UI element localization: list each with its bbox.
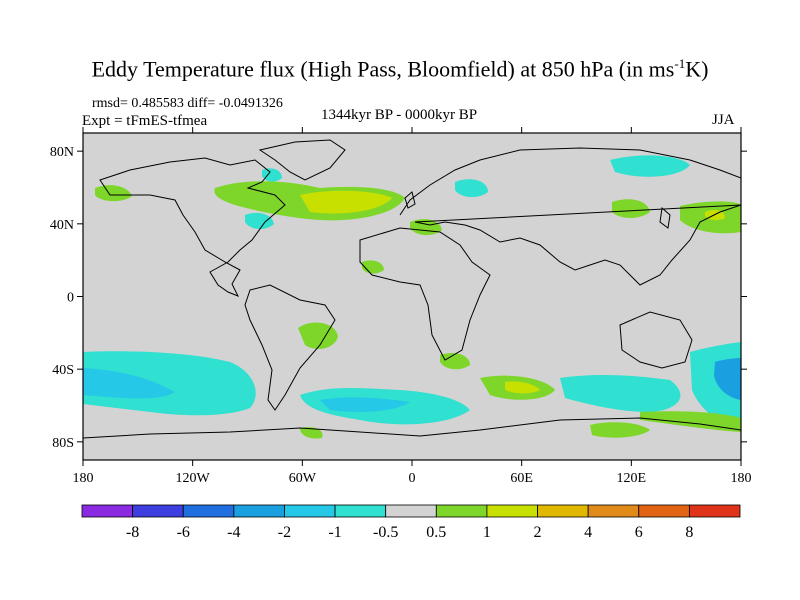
- lat-tick-label-0: 80N: [50, 145, 74, 160]
- field-indian-ocean: [560, 374, 681, 412]
- lon-tick-label-5: 120E: [617, 471, 647, 486]
- lon-tick-label-3: 0: [409, 471, 416, 486]
- colorbar-swatch-1: [132, 504, 184, 518]
- colorbar-swatch-12: [688, 504, 741, 518]
- title-main: Eddy Temperature flux (High Pass, Bloomf…: [91, 56, 675, 82]
- field-siberia-cyan: [610, 155, 690, 177]
- field-south-pacific-deep: [83, 368, 175, 399]
- colorbar-level-2: -4: [227, 524, 240, 541]
- field-antarctic-green-3: [640, 411, 741, 432]
- field-scandinavia-cyan: [455, 179, 488, 198]
- lon-tick-label-1: 120W: [176, 471, 211, 486]
- colorbar-swatch-2: [182, 504, 235, 518]
- field-south-pacific: [83, 351, 256, 416]
- field-sa-green: [298, 322, 338, 349]
- field-na-yellow: [300, 190, 392, 214]
- colorbar-swatch-10: [587, 504, 640, 518]
- colorbar-level-5: -0.5: [373, 524, 398, 541]
- chart-title: Eddy Temperature flux (High Pass, Bloomf…: [0, 56, 800, 82]
- field-south-atlantic-deep: [320, 397, 410, 412]
- anomaly-fields: [83, 155, 741, 439]
- colorbar-level-7: 1: [483, 524, 491, 541]
- colorbar-swatch-4: [284, 504, 336, 518]
- colorbar-level-4: -1: [328, 524, 341, 541]
- colorbar-swatch-0: [81, 504, 134, 518]
- field-indian-yellow: [505, 381, 540, 394]
- colorbar-swatch-5: [334, 504, 387, 518]
- field-asia-green: [612, 199, 650, 218]
- colorbar-level-6: 0.5: [426, 524, 446, 541]
- lat-tick-label-2: 0: [67, 291, 74, 306]
- title-end: K): [685, 56, 709, 82]
- expt-line: Expt = tFmES-tfmea: [82, 113, 208, 129]
- field-antarctic-green-2: [300, 427, 323, 439]
- field-safrica-green: [440, 353, 470, 370]
- colorbar-swatch-6: [385, 504, 437, 518]
- lat-tick-label-3: 40S: [52, 363, 74, 378]
- field-alaska-green: [95, 185, 132, 202]
- field-tasman-deep: [714, 358, 741, 400]
- period-line: 1344kyr BP - 0000kyr BP: [321, 107, 478, 123]
- lat-tick-label-1: 40N: [50, 218, 74, 233]
- lon-tick-label-0: 180: [73, 471, 94, 486]
- lon-tick-label-2: 60W: [289, 471, 317, 486]
- lat-tick-label-4: 80S: [52, 436, 74, 451]
- coast-north-america: [99, 157, 286, 297]
- stats-line: rmsd= 0.485583 diff= -0.0491326: [92, 96, 283, 111]
- coast-australia: [619, 311, 693, 369]
- colorbar-swatch-3: [233, 504, 285, 518]
- colorbar-level-8: 2: [534, 524, 542, 541]
- season-line: JJA: [712, 112, 735, 128]
- colorbar-level-3: -2: [278, 524, 291, 541]
- coast-uk: [404, 191, 416, 209]
- coastlines: [83, 139, 741, 439]
- field-antarctic-green: [590, 422, 650, 438]
- coast-greenland: [258, 139, 346, 181]
- colorbar-level-9: 4: [584, 524, 592, 541]
- field-greenland-cyan: [262, 168, 282, 182]
- colorbar-level-1: -6: [177, 524, 190, 541]
- colorbar-swatch-9: [537, 504, 589, 518]
- colorbar-level-0: -8: [126, 524, 139, 541]
- coast-japan: [659, 207, 671, 229]
- colorbar-swatch-8: [486, 504, 538, 518]
- map-axes: 80N 40N 0 40S 80S 180 120W 60W 0 60E 120E 180: [50, 127, 752, 486]
- colorbar-level-11: 8: [685, 524, 693, 541]
- lon-tick-label-6: 180: [731, 471, 752, 486]
- lon-tick-label-4: 60E: [510, 471, 533, 486]
- coast-south-america: [244, 284, 336, 411]
- field-eastus-cyan: [245, 212, 274, 230]
- colorbar-swatch-7: [435, 504, 488, 518]
- colorbar-level-10: 6: [635, 524, 643, 541]
- title-superscript: -1: [674, 56, 686, 71]
- colorbar: -8 -6 -4 -2 -1 -0.5 0.5 1 2 4 6 8: [81, 504, 741, 541]
- coast-antarctica: [83, 417, 741, 439]
- coast-eurasia: [399, 147, 741, 286]
- coast-africa: [359, 227, 491, 361]
- colorbar-swatch-11: [638, 504, 690, 518]
